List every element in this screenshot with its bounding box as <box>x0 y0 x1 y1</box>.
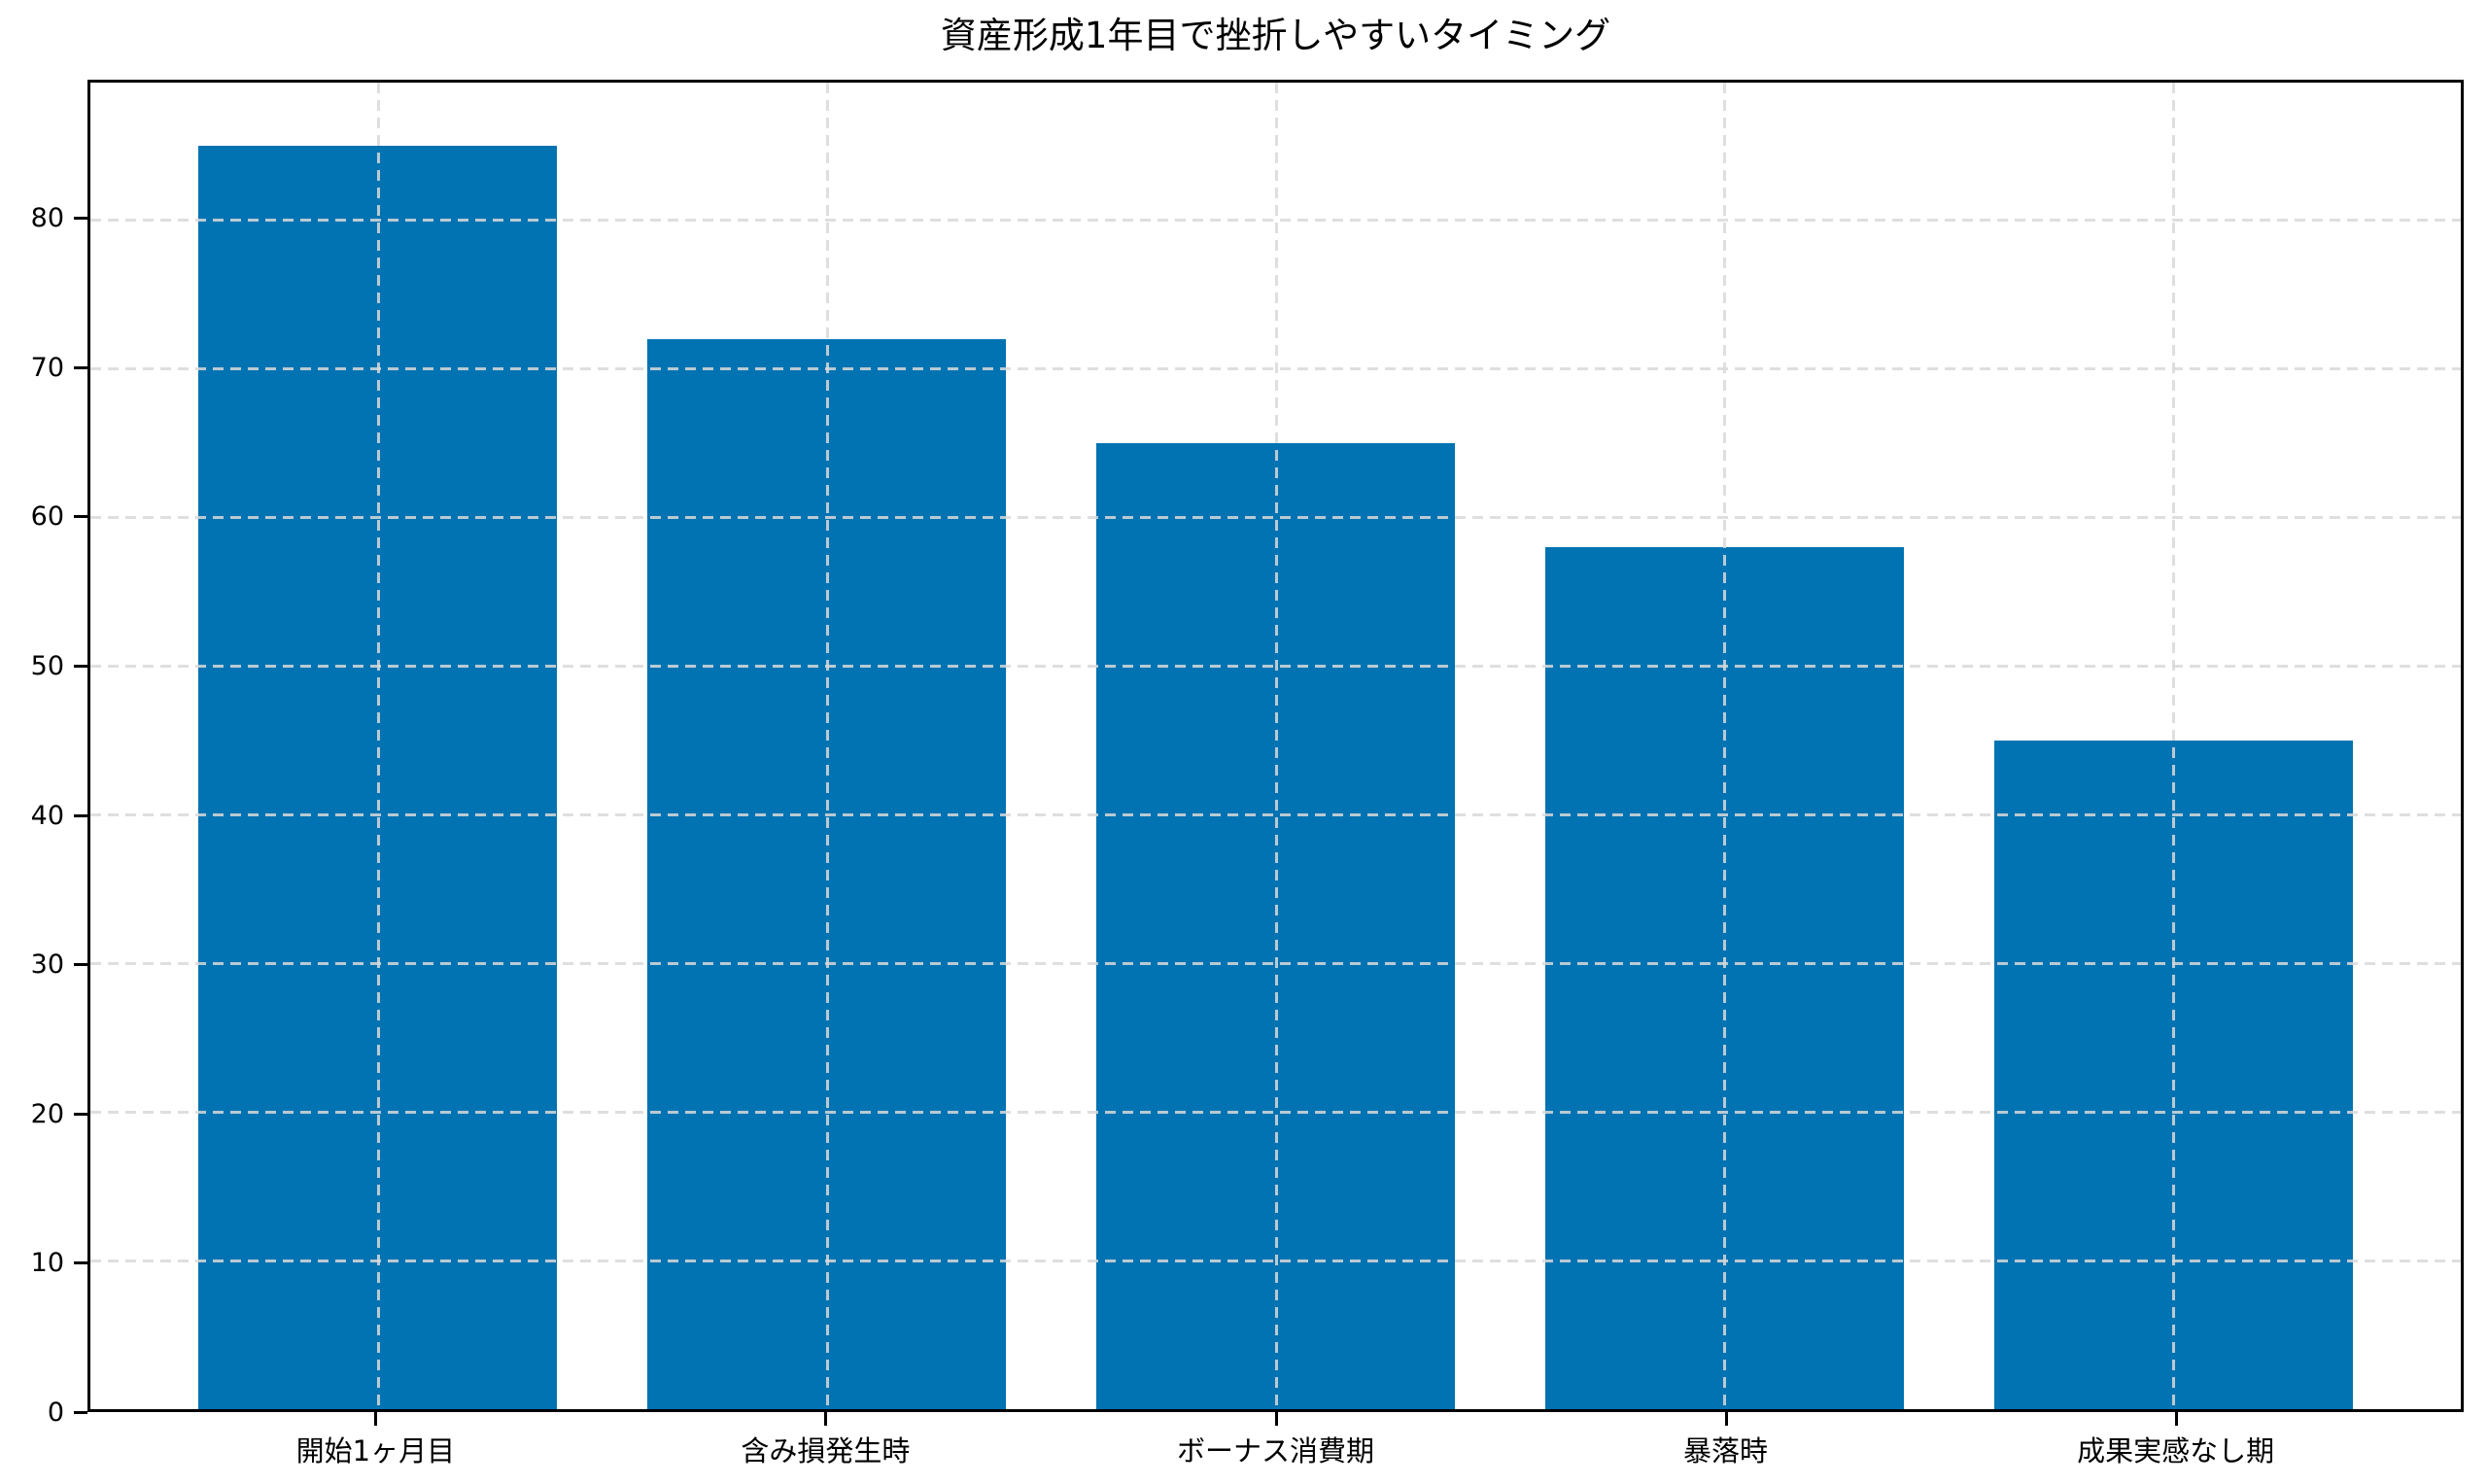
bar-ボーナス消費期 <box>1095 442 1456 1409</box>
bar-開始1ヶ月目 <box>197 146 558 1409</box>
x-tick-label: 暴落時 <box>1683 1434 1769 1467</box>
y-tick-label: 50 <box>30 650 64 681</box>
bar-成果実感なし期 <box>1993 740 2354 1409</box>
y-tick-mark <box>74 1112 87 1116</box>
y-tick-mark <box>74 515 87 519</box>
bar-暴落時 <box>1544 546 1905 1409</box>
y-tick-mark <box>74 1261 87 1265</box>
y-tick-mark <box>74 1411 87 1414</box>
bars-layer <box>90 83 2461 1409</box>
y-tick-label: 80 <box>30 203 64 234</box>
x-tick-label: 開始1ヶ月目 <box>295 1434 456 1467</box>
y-tick-mark <box>74 217 87 221</box>
x-tick-mark <box>1274 1412 1278 1426</box>
bar-含み損発生時 <box>646 338 1007 1409</box>
y-tick-label: 20 <box>30 1098 64 1129</box>
y-tick-mark <box>74 664 87 668</box>
x-tick-label: 含み損発生時 <box>741 1434 911 1467</box>
y-tick-label: 30 <box>30 949 64 981</box>
x-tick-label: ボーナス消費期 <box>1176 1434 1374 1467</box>
chart-title: 資産形成1年目で挫折しやすいタイミング <box>940 15 1611 56</box>
y-tick-label: 0 <box>47 1398 64 1428</box>
x-tick-mark <box>2174 1412 2178 1426</box>
y-tick-mark <box>74 813 87 817</box>
x-tick-label: 成果実感なし期 <box>2077 1434 2275 1467</box>
y-tick-label: 60 <box>30 501 64 533</box>
x-tick-mark <box>1724 1412 1728 1426</box>
plot-area <box>87 80 2464 1412</box>
y-tick-mark <box>74 365 87 369</box>
y-tick-mark <box>74 963 87 967</box>
x-tick-mark <box>824 1412 828 1426</box>
y-tick-label: 40 <box>30 800 64 831</box>
x-tick-mark <box>374 1412 378 1426</box>
y-tick-label: 70 <box>30 352 64 383</box>
y-tick-label: 10 <box>30 1248 64 1279</box>
